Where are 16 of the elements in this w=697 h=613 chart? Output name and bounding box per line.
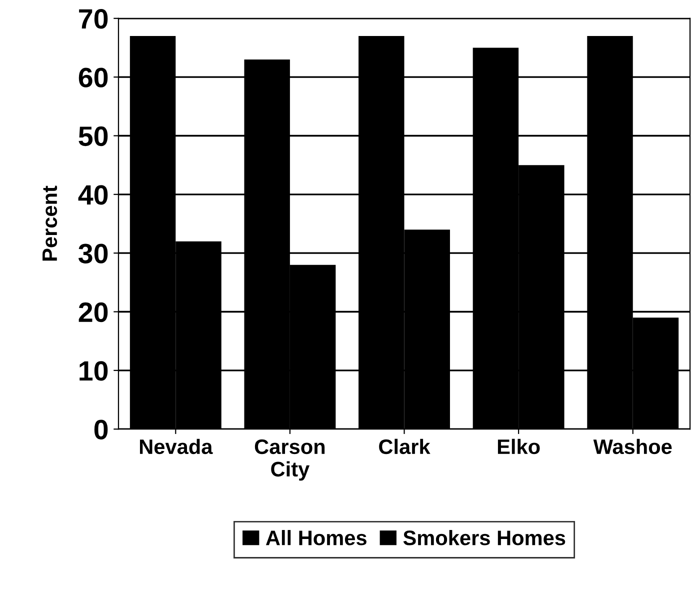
x-tick-label: Washoe bbox=[593, 438, 672, 454]
legend-label: All Homes bbox=[266, 530, 366, 546]
x-tick-label: Carson City bbox=[254, 439, 325, 481]
y-tick-label: 30 bbox=[78, 244, 108, 264]
x-tick-label: Nevada bbox=[140, 438, 213, 454]
y-tick-label: 10 bbox=[80, 361, 108, 381]
x-tick-label: Clark bbox=[379, 438, 430, 454]
legend-label: Smokers Homes bbox=[403, 530, 566, 546]
y-axis-title: Percent bbox=[42, 186, 58, 261]
x-tick-label: Elko bbox=[498, 438, 540, 454]
y-tick-label: 60 bbox=[78, 68, 108, 88]
y-tick-label: 0 bbox=[94, 420, 108, 440]
y-tick-label: 20 bbox=[78, 302, 108, 322]
y-tick-label: 40 bbox=[78, 185, 108, 205]
y-tick-label: 70 bbox=[79, 9, 108, 29]
y-tick-label: 50 bbox=[78, 126, 108, 146]
